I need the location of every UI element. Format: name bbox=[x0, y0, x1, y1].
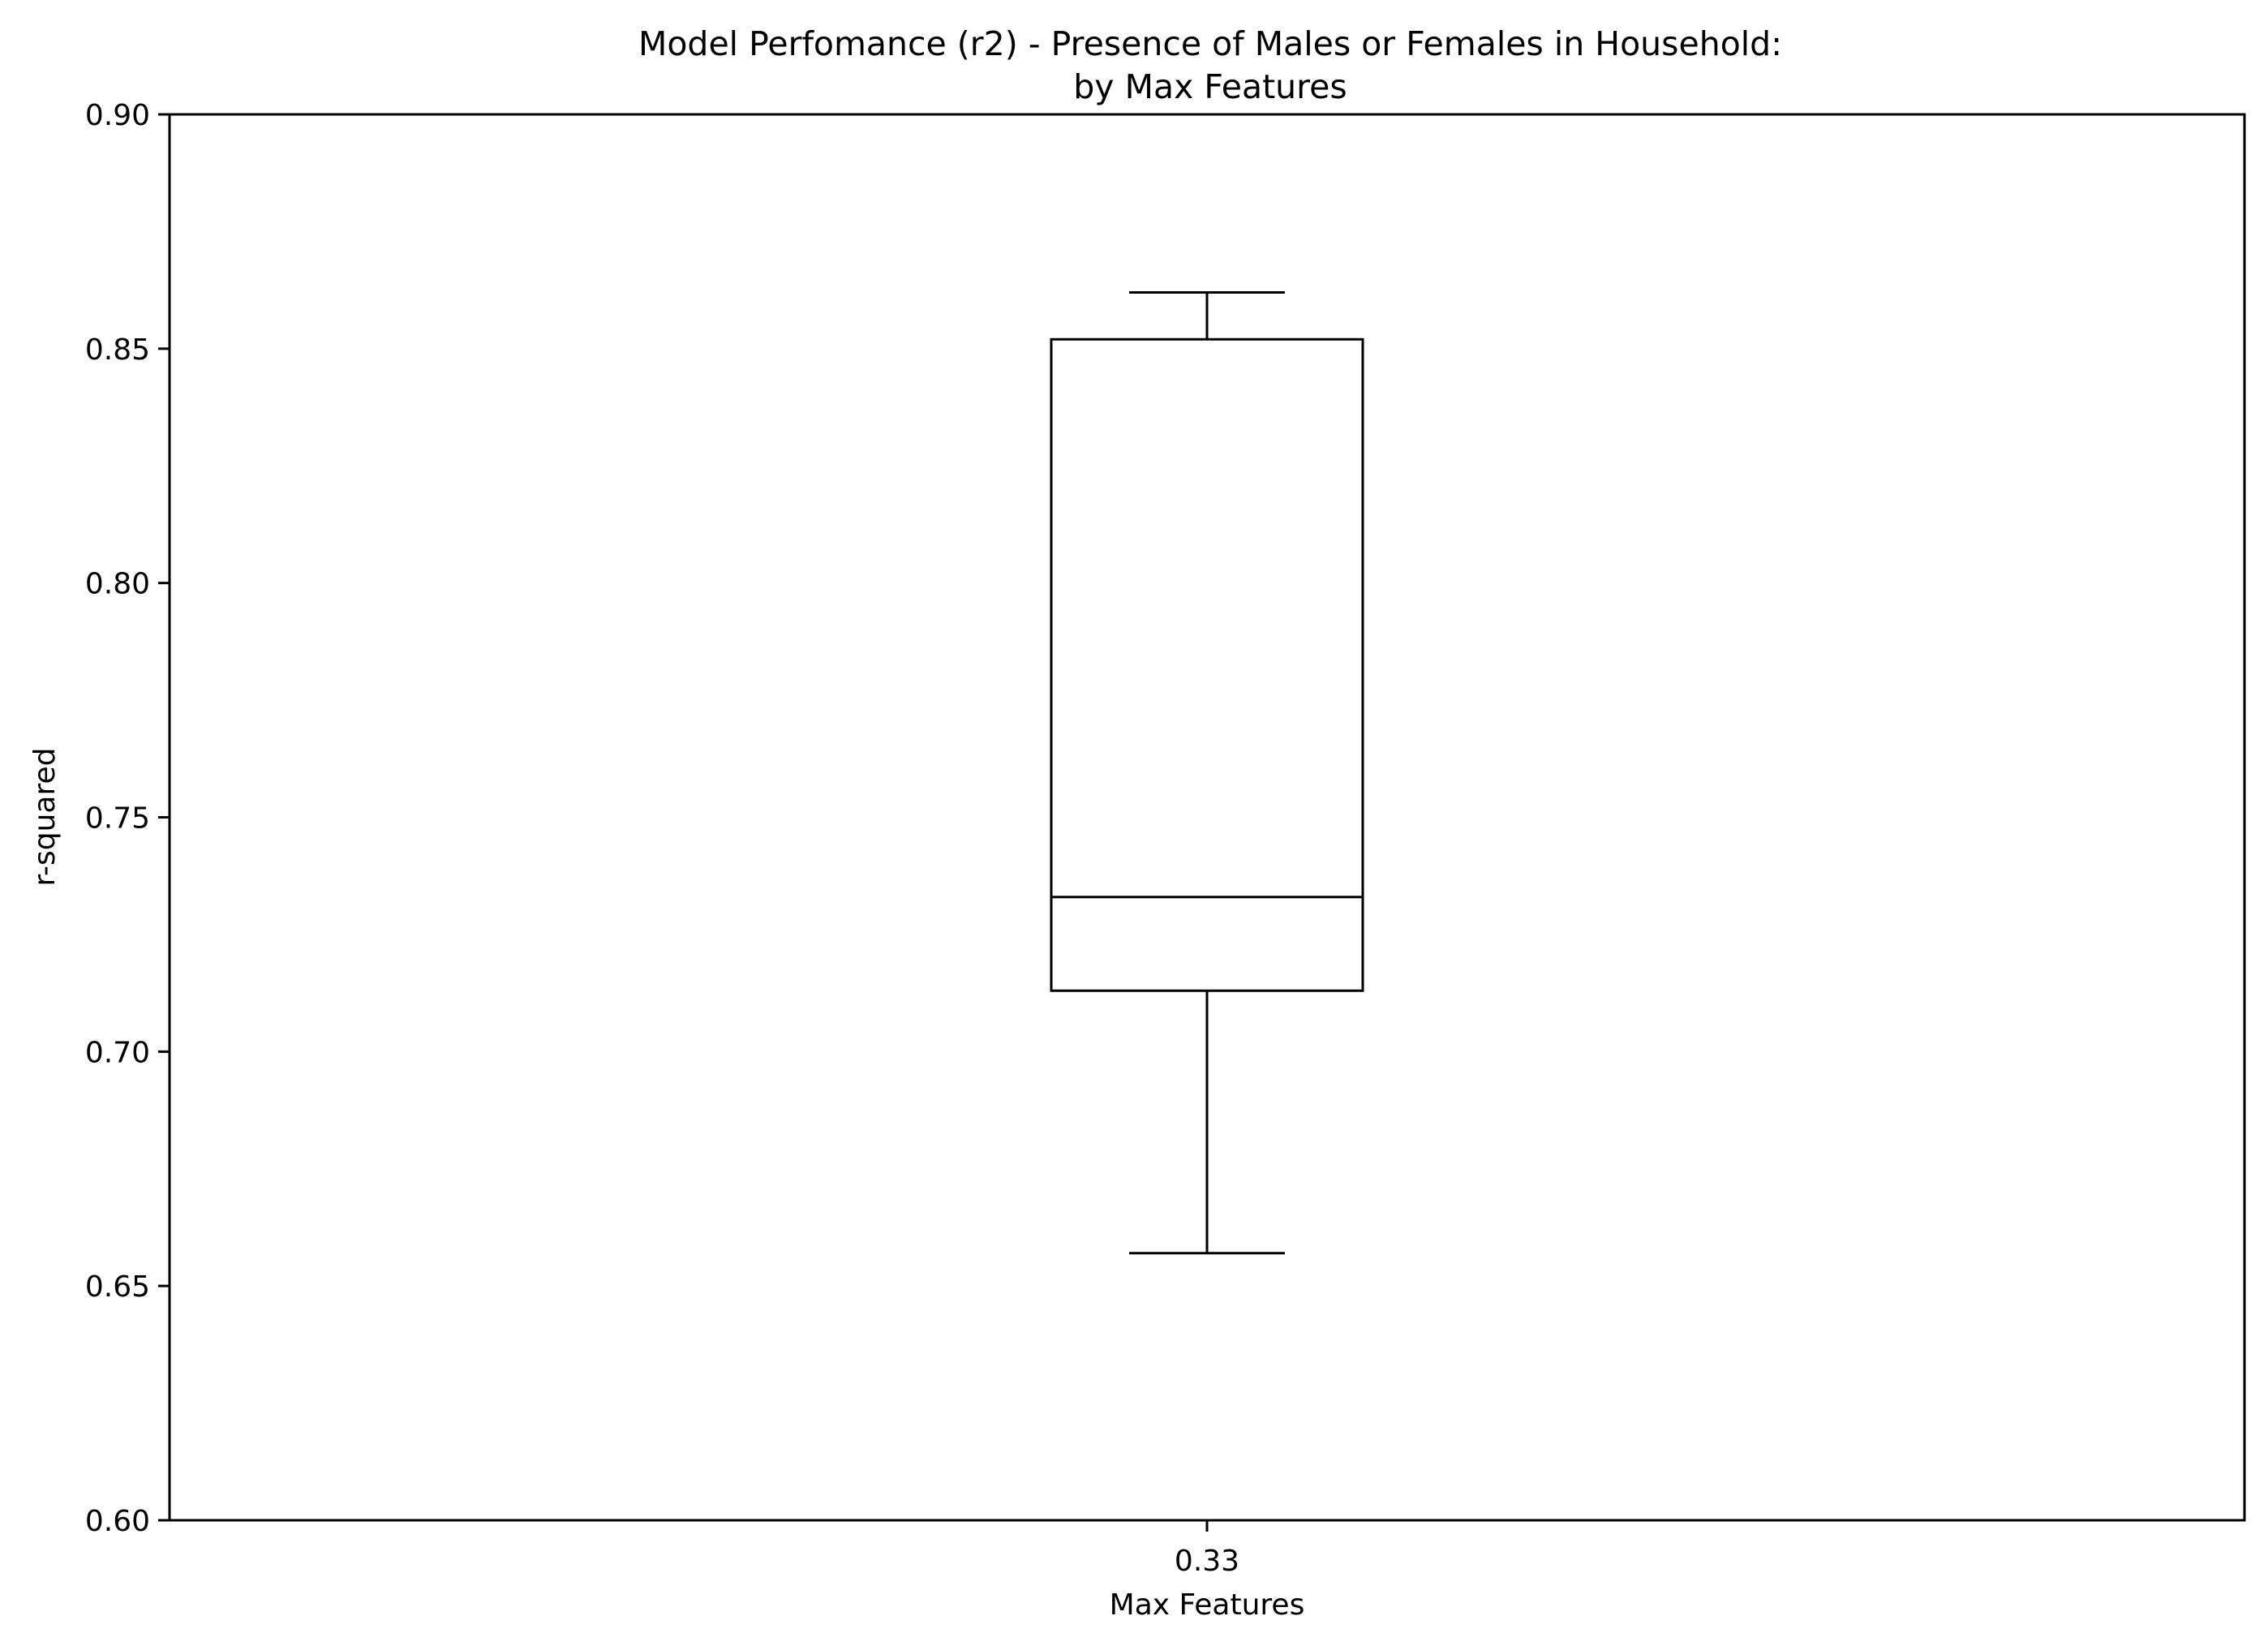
y-tick-label: 0.90 bbox=[85, 99, 150, 132]
x-axis-label: Max Features bbox=[1110, 1588, 1305, 1622]
y-axis: 0.60 0.65 0.70 0.75 0.80 0.85 0.90 bbox=[85, 99, 170, 1538]
x-tick-label: 0.33 bbox=[1175, 1545, 1239, 1578]
y-axis-label: r-squared bbox=[28, 748, 62, 887]
x-axis: 0.33 bbox=[1175, 1520, 1239, 1578]
y-tick-label: 0.60 bbox=[85, 1505, 150, 1538]
plot-frame bbox=[168, 113, 2246, 1522]
y-tick-label: 0.70 bbox=[85, 1036, 150, 1069]
y-tick-label: 0.80 bbox=[85, 568, 150, 601]
y-tick-label: 0.65 bbox=[85, 1270, 150, 1304]
box-0.33 bbox=[1050, 291, 1364, 1255]
y-tick-label: 0.75 bbox=[85, 802, 150, 836]
chart-subtitle: by Max Features bbox=[1073, 67, 1347, 106]
y-tick-label: 0.85 bbox=[85, 333, 150, 367]
box-plot bbox=[1050, 291, 1364, 1255]
box-iqr bbox=[1050, 337, 1364, 992]
chart-title: Model Perfomance (r2) - Presence of Male… bbox=[638, 24, 1782, 63]
